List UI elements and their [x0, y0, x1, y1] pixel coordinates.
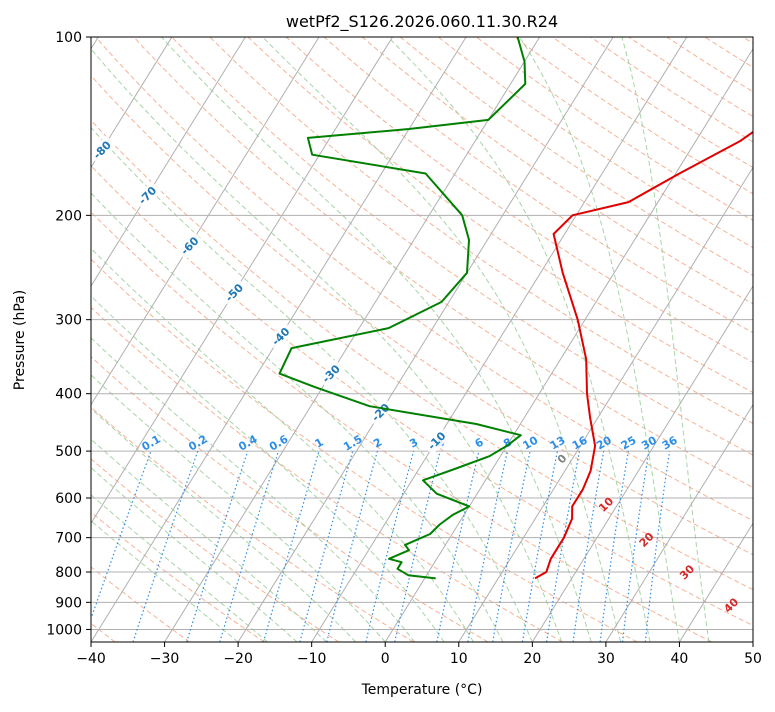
x-tick-label: 10: [450, 651, 468, 667]
x-tick-label: −10: [297, 651, 327, 667]
x-tick-label: 20: [523, 651, 541, 667]
x-axis-label: Temperature (°C): [361, 682, 483, 698]
y-tick-label: 400: [55, 387, 82, 403]
y-tick-label: 500: [55, 444, 82, 460]
x-tick-label: 50: [744, 651, 762, 667]
chart-title: wetPf2_S126.2026.060.11.30.R24: [286, 12, 558, 32]
x-tick-label: −40: [76, 651, 106, 667]
y-tick-label: 800: [55, 565, 82, 581]
y-tick-label: 100: [55, 30, 82, 46]
y-tick-label: 600: [55, 491, 82, 507]
x-tick-label: −30: [150, 651, 180, 667]
x-tick-label: 40: [671, 651, 689, 667]
x-tick-label: −20: [223, 651, 253, 667]
y-tick-label: 900: [55, 595, 82, 611]
y-tick-label: 300: [55, 313, 82, 329]
y-tick-label: 200: [55, 208, 82, 224]
y-tick-label: 1000: [46, 622, 82, 638]
x-tick-label: 30: [597, 651, 615, 667]
x-tick-label: 0: [381, 651, 390, 667]
y-axis-label: Pressure (hPa): [12, 290, 28, 390]
y-tick-label: 700: [55, 531, 82, 547]
